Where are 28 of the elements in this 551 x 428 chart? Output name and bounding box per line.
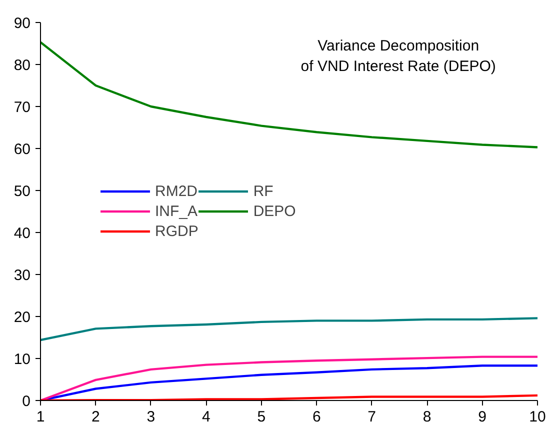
- legend-label: INF_A: [155, 202, 198, 220]
- y-tick-label: 60: [14, 141, 31, 158]
- y-tick-label: 20: [14, 309, 31, 326]
- legend-label: RM2D: [155, 182, 198, 200]
- text: Variance Decomposition of VND Interest Rate (DEPO): [300, 38, 496, 76]
- y-tick-label: 30: [14, 267, 31, 284]
- x-tick-label: 6: [312, 408, 321, 426]
- x-tick-label: 9: [478, 408, 486, 426]
- y-tick-label: 40: [14, 225, 31, 242]
- x-tick-label: 7: [368, 408, 376, 426]
- legend-label: DEPO: [253, 202, 296, 220]
- legend-label: RF: [253, 182, 274, 200]
- legend-label: RGDP: [155, 222, 198, 240]
- y-tick-label: 10: [14, 351, 31, 368]
- x-tick-label: 1: [36, 408, 45, 426]
- line-series: [40, 317, 538, 342]
- x-tick-label: 4: [202, 408, 210, 426]
- y-tick-label: 80: [14, 57, 31, 74]
- x-tick-label: 2: [92, 408, 100, 426]
- y-tick-label: 0: [22, 393, 30, 410]
- y-tick-label: 50: [14, 183, 31, 200]
- y-tick-label: 70: [14, 99, 31, 116]
- x-tick-label: 5: [257, 408, 266, 426]
- y-tick-label: 90: [14, 15, 31, 32]
- x-tick-label: 3: [146, 408, 156, 426]
- x-tick-label: 10: [529, 408, 546, 426]
- x-tick-label: 8: [422, 408, 432, 426]
- line-series: [40, 41, 538, 148]
